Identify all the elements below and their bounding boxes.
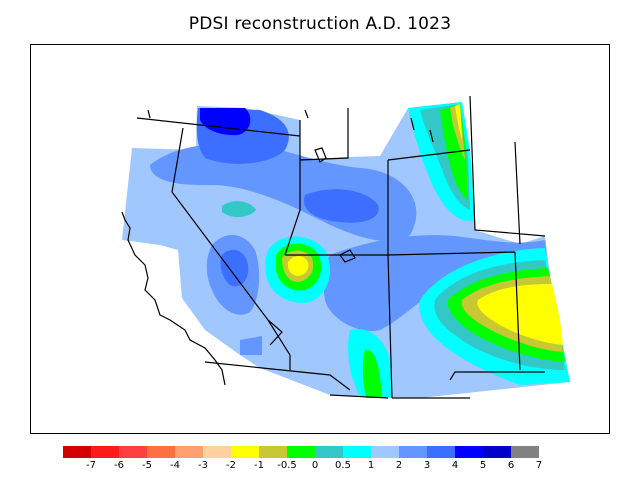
pdsi-region-yellow-center: [287, 256, 309, 276]
chart-title: PDSI reconstruction A.D. 1023: [188, 14, 452, 34]
pdsi-region-moderate-wet-sw: [240, 336, 262, 355]
colorbar-ticks: -7 -6 -5 -4 -3 -2 -1 -0.5 0 0.5 1 2 3 4 5 6 7: [63, 460, 583, 474]
lake-outlines: [147, 109, 434, 263]
colorbar: [63, 446, 539, 458]
pdsi-region-olive-north: [450, 104, 465, 160]
colorbar-swatch-14: [455, 446, 483, 458]
colorbar-tick-label: 2: [395, 460, 403, 471]
colorbar-swatch-4: [175, 446, 203, 458]
colorbar-swatch-10: [343, 446, 371, 458]
colorbar-tick-label: 5: [479, 460, 487, 471]
colorbar-swatch-8: [287, 446, 315, 458]
colorbar-swatch-7: [259, 446, 287, 458]
pdsi-region-teal-blob: [222, 201, 256, 218]
colorbar-swatch-11: [371, 446, 399, 458]
colorbar-tick-label: 6: [507, 460, 515, 471]
pdsi-region-green-south: [362, 349, 382, 398]
colorbar-swatch-9: [315, 446, 343, 458]
colorbar-tick-label: 4: [451, 460, 459, 471]
state-boundaries: [136, 95, 546, 399]
coastline: [121, 211, 226, 386]
colorbar-swatch-13: [427, 446, 455, 458]
colorbar-tick-label: 0.5: [335, 460, 351, 471]
colorbar-swatch-15: [483, 446, 511, 458]
colorbar-swatch-0: [63, 446, 91, 458]
colorbar-tick-label: -3: [198, 460, 208, 471]
colorbar-tick-label: -4: [170, 460, 180, 471]
colorbar-tick-label: 3: [423, 460, 431, 471]
colorbar-tick-label: -1: [254, 460, 264, 471]
map-frame: [30, 44, 610, 434]
boundary-lines: [121, 95, 546, 399]
colorbar-tick-label: -2: [226, 460, 236, 471]
colorbar-tick-label: -6: [114, 460, 124, 471]
pdsi-region-very-wet: [200, 108, 251, 136]
colorbar-tick-label: 7: [535, 460, 543, 471]
colorbar-swatch-5: [203, 446, 231, 458]
colorbar-swatch-1: [91, 446, 119, 458]
colorbar-swatch-12: [399, 446, 427, 458]
pdsi-region-wet-center: [304, 189, 379, 223]
pdsi-fill-layer: [122, 102, 570, 398]
colorbar-tick-label: -7: [86, 460, 96, 471]
pdsi-region-yellow-north: [455, 104, 462, 140]
pdsi-region-wet-west: [220, 249, 249, 287]
pdsi-region-yellow-east: [477, 284, 563, 345]
colorbar-swatch-16: [511, 446, 539, 458]
colorbar-tick-label: -0.5: [277, 460, 297, 471]
colorbar-tick-label: 1: [367, 460, 375, 471]
colorbar-tick-label: 0: [311, 460, 319, 471]
colorbar-swatch-2: [119, 446, 147, 458]
colorbar-swatch-6: [231, 446, 259, 458]
colorbar-swatch-3: [147, 446, 175, 458]
colorbar-tick-label: -5: [142, 460, 152, 471]
